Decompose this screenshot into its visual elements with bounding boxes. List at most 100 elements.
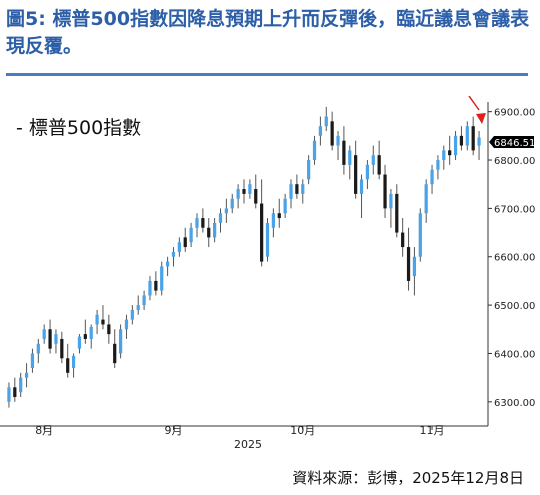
candle: [377, 140, 381, 180]
candle: [154, 271, 158, 296]
candle-body: [371, 155, 375, 165]
candle-body: [24, 372, 29, 378]
candle-body: [171, 251, 176, 257]
candle-body: [477, 137, 481, 146]
candle-body: [189, 227, 193, 243]
candle: [424, 179, 428, 223]
candle-body: [459, 135, 464, 146]
candle: [160, 261, 164, 296]
x-axis-tick-label: 10月: [290, 424, 315, 437]
x-axis-tick-label: 11月: [420, 424, 445, 437]
candle: [406, 227, 411, 291]
candle: [19, 372, 23, 397]
candle: [365, 160, 370, 190]
candles-layer: [7, 106, 481, 408]
candle-body: [36, 343, 40, 354]
candle: [359, 174, 364, 219]
candle: [165, 256, 170, 277]
candle-body: [213, 222, 217, 238]
candle: [301, 179, 305, 204]
candle: [236, 184, 240, 209]
candle: [459, 126, 464, 151]
candle-body: [60, 338, 64, 359]
candle-body: [19, 377, 23, 393]
candle: [418, 208, 422, 262]
candle-body: [160, 266, 164, 291]
candle-body: [142, 295, 146, 306]
candle-body: [289, 184, 293, 199]
candle-body: [365, 164, 370, 180]
candle: [401, 218, 405, 257]
candle-body: [418, 213, 422, 257]
candle: [42, 324, 46, 344]
candle: [30, 348, 35, 373]
candle-body: [301, 184, 305, 194]
source-note: 資料來源：彭博，2025年12月8日: [292, 469, 524, 487]
candle-body: [66, 358, 70, 373]
candle-body: [101, 319, 105, 325]
candle-body: [336, 135, 340, 146]
candle: [71, 353, 76, 378]
candle: [113, 329, 117, 368]
candle-body: [42, 329, 46, 339]
candle: [60, 331, 64, 364]
candle-body: [271, 213, 275, 228]
candle-body: [218, 213, 223, 223]
candle: [7, 382, 11, 408]
candle: [89, 324, 93, 349]
candle: [295, 174, 299, 199]
candle-body: [354, 155, 358, 194]
candle-body: [195, 218, 199, 228]
candle: [265, 218, 270, 262]
candle-body: [307, 160, 311, 180]
candle: [436, 155, 440, 180]
candle: [242, 179, 246, 204]
candle-body: [71, 355, 76, 368]
candlestick-chart: 6900.00 6800.00 6700.00 6600.00 6500.00 6400.…: [0, 96, 535, 451]
candle-body: [389, 193, 393, 209]
candle-body: [148, 280, 152, 296]
candle: [348, 145, 352, 180]
candle: [130, 305, 134, 325]
candle-body: [224, 208, 228, 214]
candle: [54, 329, 58, 354]
candle: [142, 290, 146, 310]
candle-body: [77, 336, 82, 349]
candle: [289, 179, 293, 209]
candle-body: [465, 126, 469, 146]
candle-body: [348, 150, 352, 165]
candle: [324, 106, 328, 132]
candle-body: [154, 280, 158, 291]
candle: [307, 155, 311, 185]
candle-body: [130, 309, 134, 320]
candle: [312, 135, 317, 165]
candle: [471, 116, 475, 156]
candle-body: [265, 222, 270, 257]
candle-body: [406, 247, 411, 281]
candle-body: [430, 169, 434, 185]
red-arrow-icon: [468, 96, 486, 124]
candle-body: [54, 334, 58, 344]
candle-body: [30, 353, 35, 368]
chart-title: 圖5: 標普500指數因降息預期上升而反彈後，臨近議息會議表現反覆。: [6, 8, 530, 57]
candle: [318, 116, 323, 146]
y-axis-tick-label: 6800.00: [494, 156, 535, 167]
candle: [177, 237, 181, 257]
candle-body: [165, 261, 170, 267]
candle-body: [330, 121, 334, 146]
candle-body: [118, 329, 123, 354]
candle: [342, 126, 346, 175]
candle: [171, 247, 176, 267]
candle: [277, 198, 281, 228]
candle-body: [201, 218, 205, 228]
candle: [36, 338, 40, 364]
candle-body: [177, 242, 181, 252]
candle: [465, 121, 469, 151]
candle: [148, 276, 152, 301]
candle: [389, 189, 393, 228]
candle-body: [242, 189, 246, 194]
candle-body: [401, 232, 405, 248]
candle-body: [424, 184, 428, 214]
candle-body: [95, 314, 99, 325]
candle: [48, 319, 52, 354]
